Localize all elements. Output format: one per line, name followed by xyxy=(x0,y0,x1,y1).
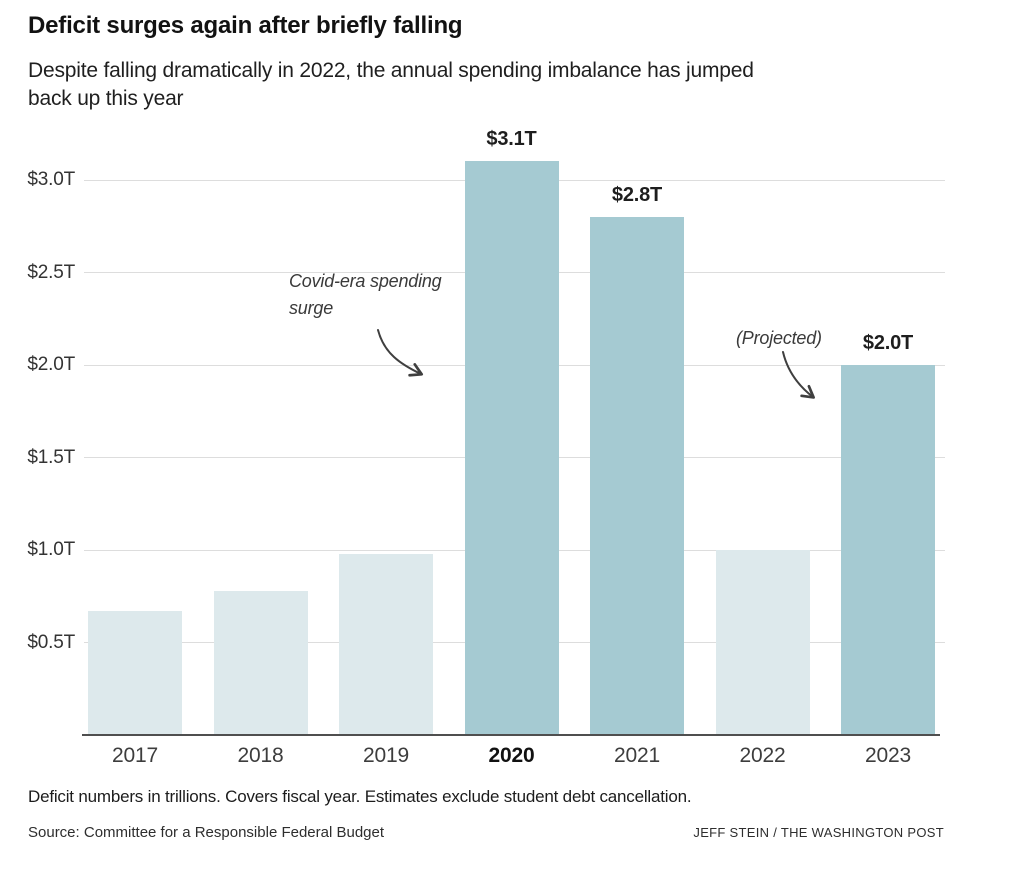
byline-credit: JEFF STEIN / THE WASHINGTON POST xyxy=(693,825,944,840)
x-axis-label-2023: 2023 xyxy=(865,744,911,767)
y-axis-label: $1.0T xyxy=(27,539,75,560)
x-axis-label-2021: 2021 xyxy=(614,744,660,767)
y-axis-label: $1.5T xyxy=(27,446,75,468)
bar-2018 xyxy=(213,591,308,735)
x-axis-label-2017: 2017 xyxy=(112,744,158,767)
source-line: Source: Committee for a Responsible Fede… xyxy=(28,824,385,841)
y-axis-label: $0.5T xyxy=(27,631,75,653)
chart-subtitle-line-1: Despite falling dramatically in 2022, th… xyxy=(28,59,754,82)
chart-title: Deficit surges again after briefly falli… xyxy=(28,12,463,39)
bar-value-label-2020: $3.1T xyxy=(486,128,537,150)
bar-value-label-2021: $2.8T xyxy=(611,184,663,206)
y-axis-label: $2.0T xyxy=(27,354,75,375)
bar-2020 xyxy=(464,161,559,735)
bar-2019 xyxy=(339,554,433,735)
chart-footnote: Deficit numbers in trillions. Covers fis… xyxy=(28,787,692,806)
annotation-covid-era-line-2: surge xyxy=(289,298,334,318)
bar-value-label-2023: $2.0T xyxy=(862,332,914,354)
y-axis-label: $2.5T xyxy=(27,261,75,283)
chart-subtitle: Despite falling dramatically in 2022, th… xyxy=(28,57,754,113)
bar-2023 xyxy=(841,365,935,735)
annotation-covid-era: Covid-era spending surge xyxy=(289,268,442,322)
annotation-covid-era-line-1: Covid-era spending xyxy=(289,271,442,291)
bar-2017 xyxy=(88,611,182,735)
annotation-projected: (Projected) xyxy=(736,325,822,352)
bar-2022 xyxy=(715,550,810,735)
x-axis-label-2020: 2020 xyxy=(488,744,535,767)
annotation-projected-line-1: (Projected) xyxy=(736,328,822,348)
chart-subtitle-line-2: back up this year xyxy=(28,87,184,110)
x-axis-label-2022: 2022 xyxy=(739,744,786,767)
y-axis-label: $3.0T xyxy=(27,169,75,190)
bar-2021 xyxy=(590,217,684,735)
x-axis-label-2018: 2018 xyxy=(237,744,284,767)
x-axis-label-2019: 2019 xyxy=(363,744,409,767)
x-axis-line xyxy=(82,734,940,736)
